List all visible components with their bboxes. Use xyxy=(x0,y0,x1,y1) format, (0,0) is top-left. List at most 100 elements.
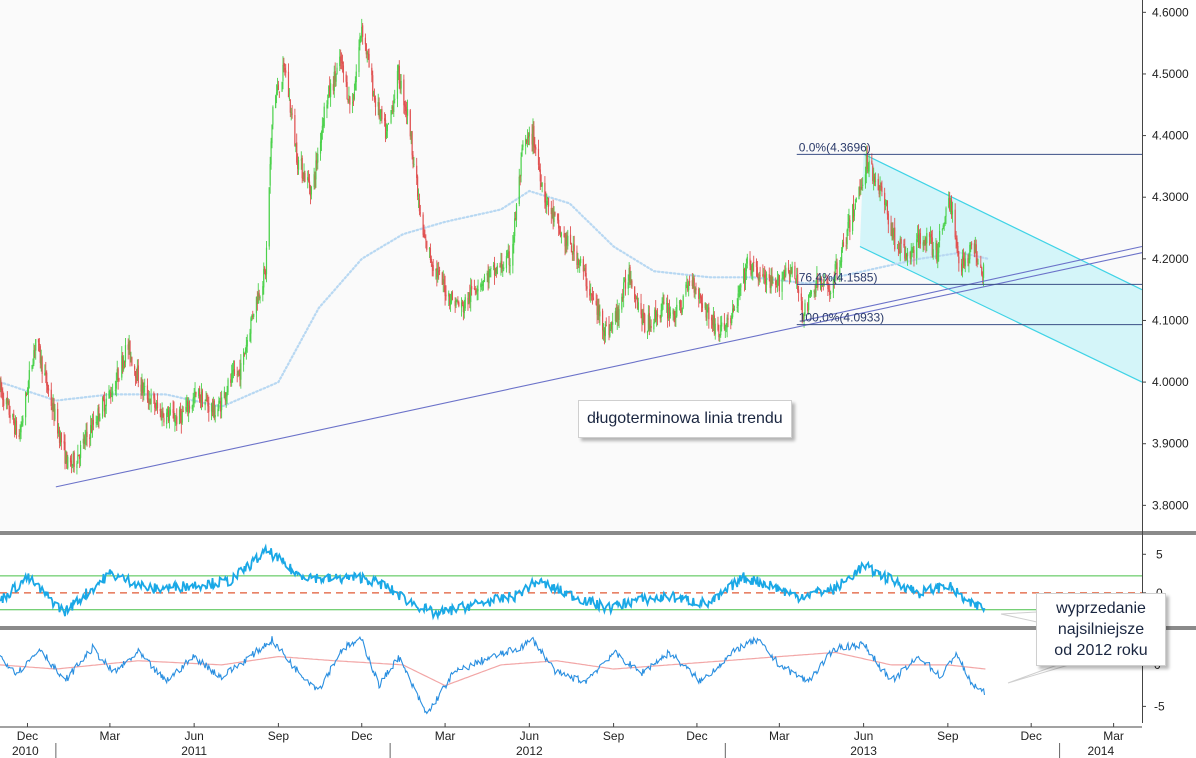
candle-down xyxy=(807,303,809,311)
candle-up xyxy=(455,300,457,306)
candle-up xyxy=(525,138,527,146)
candle-up xyxy=(437,270,439,279)
candle-up xyxy=(148,398,150,402)
candle-up xyxy=(782,277,784,279)
candle-up xyxy=(85,431,87,436)
candle-up xyxy=(456,300,458,302)
candle-down xyxy=(162,411,164,417)
candle-down xyxy=(539,169,541,182)
candle-up xyxy=(244,351,247,355)
candle-up xyxy=(560,232,562,237)
candle-down xyxy=(584,267,586,273)
candle-up xyxy=(602,329,605,332)
candle-up xyxy=(847,222,849,231)
candle-up xyxy=(335,73,337,82)
candle-down xyxy=(230,379,232,383)
candle-down xyxy=(172,409,174,413)
candle-up xyxy=(348,94,350,102)
candle-down xyxy=(233,369,236,375)
candle-up xyxy=(428,248,431,250)
candle-down xyxy=(399,82,401,90)
candle-down xyxy=(374,98,377,107)
candle-down xyxy=(727,318,729,320)
candle-down xyxy=(70,460,73,466)
candle-down xyxy=(264,270,267,276)
candle-up xyxy=(255,296,258,314)
candle-up xyxy=(91,419,94,431)
candle-down xyxy=(634,286,636,300)
candle-down xyxy=(591,294,594,297)
candle-down xyxy=(617,307,619,320)
candle-up xyxy=(355,71,357,83)
y-tick-label: 4.0000 xyxy=(1152,375,1189,389)
candle-up xyxy=(413,163,415,165)
candle-down xyxy=(443,279,445,285)
candle-down xyxy=(475,291,477,293)
candle-up xyxy=(393,100,395,112)
candle-up xyxy=(31,365,33,370)
x-month-label: Mar xyxy=(100,729,121,743)
candle-up xyxy=(522,144,524,148)
candle-up xyxy=(731,315,733,324)
candle-up xyxy=(480,284,482,288)
candle-down xyxy=(53,402,55,421)
candle-up xyxy=(739,288,741,291)
candle-up xyxy=(482,280,485,284)
candle-down xyxy=(790,270,792,274)
candle-down xyxy=(207,402,209,407)
candle-up xyxy=(150,394,152,405)
candle-up xyxy=(704,303,706,308)
candle-up xyxy=(823,282,825,284)
candle-down xyxy=(797,274,799,290)
candle-down xyxy=(849,220,851,233)
candle-down xyxy=(919,233,921,244)
candle-up xyxy=(227,379,229,393)
x-month-label: Sep xyxy=(937,729,959,743)
candle-down xyxy=(417,176,419,197)
candle-up xyxy=(214,415,216,418)
candle-up xyxy=(803,315,805,320)
candle-down xyxy=(329,85,331,97)
candle-down xyxy=(960,263,963,272)
candle-down xyxy=(557,214,559,221)
candle-down xyxy=(605,325,607,327)
candle-down xyxy=(471,286,473,290)
candle-up xyxy=(351,102,354,104)
fib-level-label: 100.0%(4.0933) xyxy=(799,311,884,325)
oscillator-line xyxy=(0,543,986,621)
candle-up xyxy=(667,307,670,318)
candle-up xyxy=(397,65,399,73)
candle-down xyxy=(50,389,52,407)
candle-up xyxy=(330,83,332,98)
oversold-line-3: od 2012 roku xyxy=(1054,642,1148,659)
x-month-label: Jun xyxy=(520,729,539,743)
candle-down xyxy=(347,99,349,102)
candle-down xyxy=(155,407,157,409)
candle-down xyxy=(426,240,428,250)
candle-down xyxy=(419,212,421,214)
candle-up xyxy=(685,284,687,295)
candle-down xyxy=(2,390,4,401)
candle-up xyxy=(191,405,193,410)
candle-up xyxy=(28,370,30,380)
candle-up xyxy=(268,187,270,247)
candle-down xyxy=(693,278,695,293)
candle-up xyxy=(7,401,9,403)
candle-up xyxy=(219,402,221,404)
candle-up xyxy=(262,286,264,296)
candle-down xyxy=(346,82,348,99)
candle-down xyxy=(66,452,68,469)
candle-down xyxy=(199,388,201,402)
candle-down xyxy=(656,313,659,317)
candle-down xyxy=(412,154,414,165)
candle-down xyxy=(713,315,715,334)
candle-down xyxy=(887,213,889,225)
candle-up xyxy=(166,412,168,424)
y-tick-label: 4.6000 xyxy=(1152,5,1189,19)
candle-up xyxy=(128,341,130,349)
candle-up xyxy=(505,256,508,269)
candle-up xyxy=(95,422,97,424)
candle-down xyxy=(41,356,43,374)
candle-down xyxy=(644,314,646,332)
candle-down xyxy=(103,399,106,412)
